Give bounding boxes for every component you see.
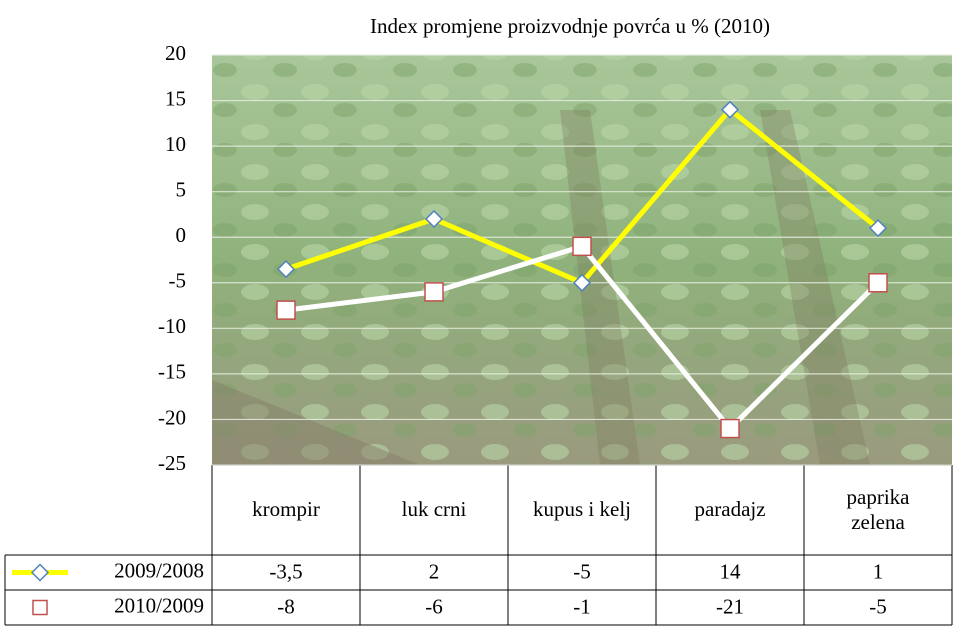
y-tick-label: 0 — [176, 223, 187, 247]
table-value: -5 — [869, 594, 887, 618]
y-tick-label: -20 — [158, 405, 186, 429]
y-tick-label: -5 — [169, 269, 187, 293]
marker — [276, 260, 296, 279]
table-value: 14 — [720, 559, 742, 583]
marker — [424, 209, 444, 229]
y-tick-label: -10 — [158, 314, 186, 338]
y-tick-label: 20 — [165, 41, 186, 65]
category-cell: krompir — [252, 497, 320, 522]
y-tick-label: -25 — [158, 451, 186, 475]
category-cell: paradajz — [694, 497, 766, 522]
legend-label: 2010/2009 — [114, 593, 204, 617]
y-tick-label: -15 — [158, 360, 186, 384]
table-value: -5 — [573, 559, 591, 583]
marker — [720, 100, 740, 119]
category-cell: kupus i kelj — [533, 497, 631, 522]
y-tick-label: 5 — [176, 177, 187, 201]
table-value: -21 — [716, 594, 744, 618]
chart-title: Index promjene proizvodnje povrća u % (2… — [370, 14, 770, 38]
table-value: 2 — [429, 559, 440, 583]
legend-label: 2009/2008 — [114, 558, 204, 582]
table-value: 1 — [873, 559, 884, 583]
marker — [868, 219, 888, 238]
x-tick-label: luk crni — [401, 497, 467, 522]
x-tick-label: kupus i kelj — [533, 497, 631, 522]
y-tick-label: 10 — [165, 132, 186, 156]
category-cell: luk crni — [401, 497, 467, 522]
marker — [572, 273, 592, 292]
marker — [572, 236, 592, 257]
legend-marker — [32, 599, 48, 616]
plot-background — [212, 55, 952, 465]
table-value: -1 — [573, 594, 591, 618]
legend-marker — [30, 563, 50, 582]
x-tick-label: paradajz — [694, 497, 766, 522]
y-tick-label: 15 — [165, 86, 186, 110]
table-value: -6 — [425, 594, 443, 618]
x-tick-label: krompir — [252, 497, 320, 522]
x-tick-label: paprika zelena — [846, 484, 910, 534]
marker — [276, 300, 296, 320]
marker — [720, 418, 740, 439]
marker — [424, 282, 444, 302]
table-value: -3,5 — [269, 559, 302, 583]
table-value: -8 — [277, 594, 295, 618]
category-cell: paprika zelena — [846, 484, 910, 534]
marker — [868, 273, 888, 293]
